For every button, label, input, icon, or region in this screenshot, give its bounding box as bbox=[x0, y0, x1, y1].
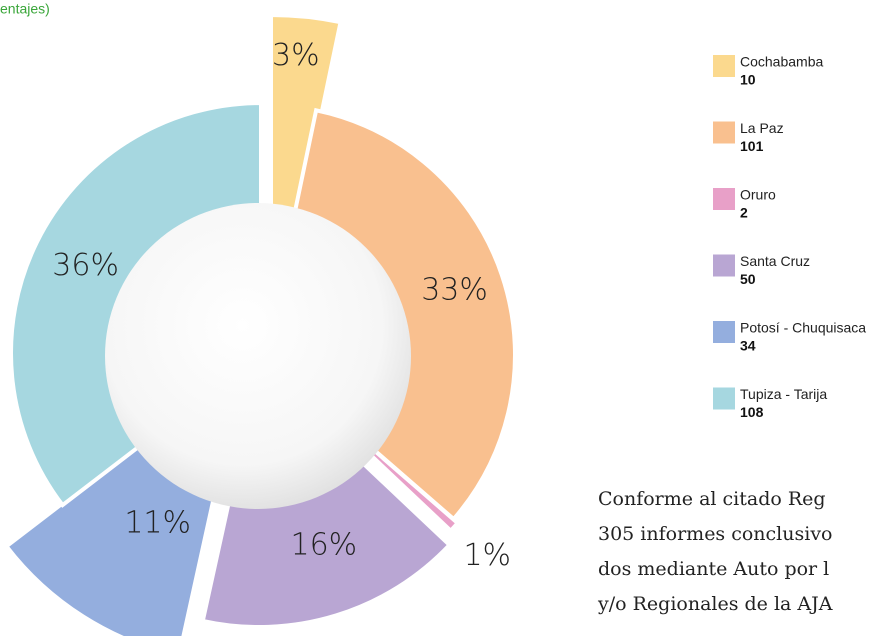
legend-label: Tupiza - Tarija bbox=[740, 386, 827, 402]
paragraph: Conforme al citado Reg 305 informes concl… bbox=[597, 488, 833, 615]
legend-value: 101 bbox=[740, 138, 764, 154]
legend-label: Potosí - Chuquisaca bbox=[740, 320, 866, 336]
legend-swatch bbox=[713, 188, 735, 210]
paragraph-line: y/o Regionales de la AJA bbox=[597, 593, 833, 615]
donut-hole bbox=[105, 203, 411, 509]
paragraph-line: 305 informes conclusivo bbox=[598, 523, 833, 545]
legend-value: 10 bbox=[740, 72, 756, 88]
value-label: 33% bbox=[421, 273, 488, 308]
legend-value: 2 bbox=[740, 205, 748, 221]
paragraph-line: dos mediante Auto por l bbox=[598, 558, 829, 580]
value-label: 1% bbox=[463, 538, 511, 573]
value-label: 11% bbox=[124, 505, 191, 540]
legend-value: 50 bbox=[740, 271, 756, 287]
legend-swatch bbox=[713, 254, 735, 277]
legend-label: Cochabamba bbox=[740, 54, 823, 70]
legend-label: Santa Cruz bbox=[740, 253, 810, 269]
legend-swatch bbox=[713, 121, 735, 144]
legend-label: Oruro bbox=[740, 187, 776, 203]
value-label: 36% bbox=[52, 248, 119, 283]
legend-value: 108 bbox=[740, 404, 764, 420]
paragraph-line: Conforme al citado Reg bbox=[598, 488, 826, 510]
legend-swatch bbox=[713, 387, 735, 410]
legend: Cochabamba 10 La Paz 101 Oruro 2 Santa Cruz 50 P… bbox=[713, 54, 866, 420]
value-label: 16% bbox=[291, 528, 358, 563]
legend-swatch bbox=[713, 55, 735, 77]
legend-value: 34 bbox=[740, 338, 756, 354]
chart-subtitle: entajes) bbox=[0, 1, 50, 17]
value-label: 3% bbox=[272, 38, 320, 73]
labels: 3% 33% 1% 16% 11% 36% bbox=[52, 38, 511, 573]
legend-swatch bbox=[713, 321, 735, 343]
legend-label: La Paz bbox=[740, 120, 784, 136]
